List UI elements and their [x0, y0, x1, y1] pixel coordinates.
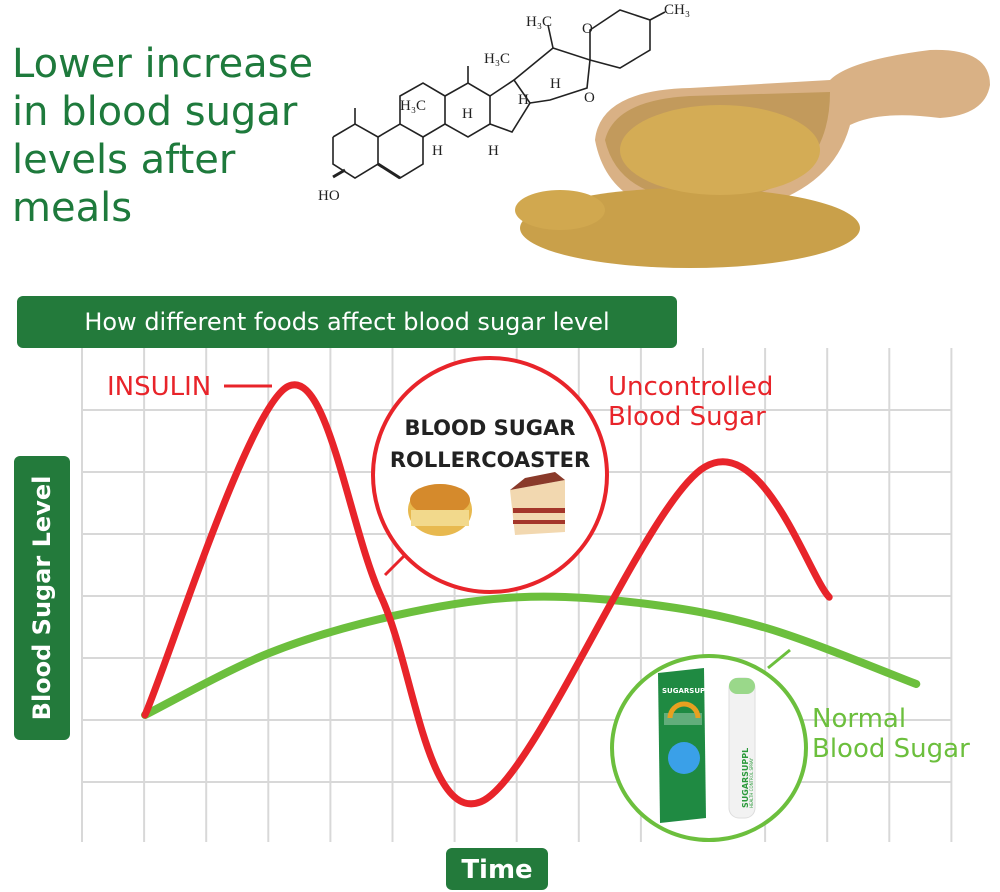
- svg-text:O: O: [584, 90, 595, 106]
- diosgenin-molecule-icon: [332, 9, 666, 180]
- headline-line: levels after: [12, 137, 236, 183]
- coaster-title-line: ROLLERCOASTER: [389, 448, 591, 472]
- series-line-uncontrolled: [141, 381, 833, 808]
- spray-bottle-icon: SUGARSUPPL HEALTH CONTROL SPRAY: [728, 677, 756, 819]
- bun-icon: [408, 484, 472, 536]
- svg-text:H₃C: H₃C: [526, 14, 552, 30]
- rollercoaster-callout: BLOOD SUGAR ROLLERCOASTER: [371, 356, 609, 594]
- bottle-brand: SUGARSUPPL: [741, 748, 750, 808]
- svg-text:CH₃: CH₃: [664, 2, 690, 18]
- normal-line: Blood Sugar: [812, 734, 970, 764]
- headline: Lower increase in blood sugar levels aft…: [12, 40, 313, 232]
- illustration: H₃C H₃C H₃C CH₃ H H H H H O O HO: [318, 2, 990, 268]
- y-axis-label-text: Blood Sugar Level: [28, 475, 56, 721]
- product-brand: SUGARSUPPL: [662, 687, 715, 695]
- uncontrolled-line: Blood Sugar: [608, 402, 766, 432]
- series-line-normal: [141, 592, 921, 719]
- normal-label: Normal Blood Sugar: [812, 704, 970, 764]
- coaster-pointer: [383, 553, 407, 577]
- svg-text:O: O: [582, 21, 593, 37]
- uncontrolled-label: Uncontrolled Blood Sugar: [608, 372, 773, 432]
- svg-text:H: H: [462, 106, 473, 122]
- normal-line: Normal: [812, 704, 907, 734]
- chart-title-banner: How different foods affect blood sugar l…: [17, 296, 677, 348]
- product-callout: SUGARSUPPL SUGARSUPPL HEALTH CONTROL SPR…: [610, 654, 808, 842]
- svg-text:H: H: [432, 143, 443, 159]
- svg-text:H: H: [488, 143, 499, 159]
- svg-text:H: H: [518, 92, 529, 108]
- molecule-label: H₃C: [400, 98, 426, 114]
- svg-text:HO: HO: [318, 188, 340, 204]
- bottle-subtitle: HEALTH CONTROL SPRAY: [749, 758, 754, 808]
- fenugreek-scoop-icon: [515, 49, 990, 268]
- coaster-title-line: BLOOD SUGAR: [404, 416, 576, 440]
- headline-line: Lower increase: [12, 41, 314, 87]
- spray-box-icon: SUGARSUPPL: [658, 668, 715, 823]
- y-axis-label: Blood Sugar Level: [14, 456, 70, 740]
- svg-text:H₃C: H₃C: [484, 51, 510, 67]
- cake-slice-icon: [510, 472, 565, 535]
- insulin-label: INSULIN: [107, 372, 212, 402]
- svg-text:H: H: [550, 76, 561, 92]
- headline-line: in blood sugar: [12, 89, 298, 135]
- headline-line: meals: [12, 185, 133, 231]
- uncontrolled-line: Uncontrolled: [608, 372, 774, 402]
- normal-pointer: [767, 648, 791, 670]
- x-axis-label: Time: [446, 848, 548, 890]
